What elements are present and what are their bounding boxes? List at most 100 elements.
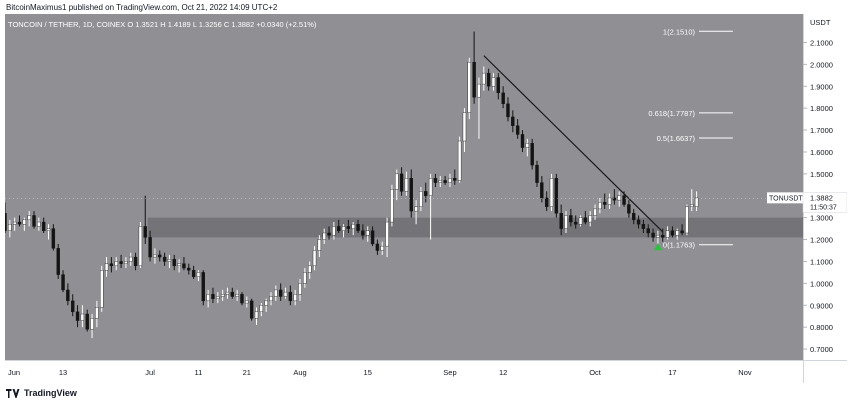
candle[interactable] <box>390 184 394 227</box>
candle[interactable] <box>520 130 525 152</box>
candle[interactable] <box>225 287 230 299</box>
candle[interactable] <box>317 235 322 258</box>
candle[interactable] <box>535 160 539 187</box>
candle[interactable] <box>5 202 7 233</box>
candle[interactable] <box>75 305 80 328</box>
candle[interactable] <box>95 300 99 328</box>
candle[interactable] <box>564 211 568 233</box>
candle[interactable] <box>544 191 549 212</box>
candle[interactable] <box>515 119 520 139</box>
candle[interactable] <box>433 173 438 187</box>
candle[interactable] <box>56 243 60 279</box>
candle[interactable] <box>399 167 404 196</box>
time-axis[interactable] <box>5 360 803 383</box>
candle[interactable] <box>636 215 641 229</box>
candle[interactable] <box>22 217 27 231</box>
candle[interactable] <box>588 211 592 227</box>
candle[interactable] <box>627 200 631 218</box>
candle[interactable] <box>206 289 210 308</box>
candle[interactable] <box>685 204 689 236</box>
candle[interactable] <box>109 257 114 273</box>
candle[interactable] <box>641 219 646 233</box>
candle[interactable] <box>17 215 22 227</box>
candle[interactable] <box>404 171 409 196</box>
candle[interactable] <box>312 246 317 271</box>
candle[interactable] <box>419 187 423 212</box>
candle[interactable] <box>540 176 544 203</box>
plot-area[interactable] <box>5 14 803 360</box>
candle[interactable] <box>477 77 481 139</box>
candle[interactable] <box>457 136 462 183</box>
candle[interactable] <box>501 86 505 109</box>
candle[interactable] <box>554 173 559 218</box>
candle[interactable] <box>341 224 346 238</box>
candle[interactable] <box>680 224 684 236</box>
candle[interactable] <box>41 217 46 233</box>
candlestick-chart[interactable]: 1(2.1510) 0.618(1.7787) 0.5(1.6637) 0(1.176… <box>5 14 847 383</box>
candle[interactable] <box>549 173 554 212</box>
candle[interactable] <box>37 217 41 231</box>
candle[interactable] <box>66 283 70 306</box>
candle[interactable] <box>448 173 452 187</box>
candle[interactable] <box>632 208 636 225</box>
candle[interactable] <box>462 108 467 152</box>
candle[interactable] <box>617 191 621 207</box>
candle[interactable] <box>380 241 384 255</box>
candle[interactable] <box>511 110 515 133</box>
candle[interactable] <box>129 252 133 266</box>
candle[interactable] <box>61 270 65 293</box>
candle[interactable] <box>646 224 650 238</box>
candle[interactable] <box>119 254 123 269</box>
candle[interactable] <box>409 169 413 218</box>
candle[interactable] <box>85 309 89 332</box>
candle[interactable] <box>148 230 152 262</box>
candle[interactable] <box>661 228 665 242</box>
candle[interactable] <box>332 222 336 240</box>
candle[interactable] <box>665 226 670 240</box>
candle[interactable] <box>346 219 351 233</box>
candle[interactable] <box>612 189 617 205</box>
candle[interactable] <box>235 289 239 301</box>
candle[interactable] <box>506 97 510 122</box>
candle[interactable] <box>158 250 162 262</box>
candle[interactable] <box>138 222 143 269</box>
candle[interactable] <box>337 219 341 233</box>
candle[interactable] <box>46 224 51 240</box>
candle[interactable] <box>453 169 457 185</box>
candle[interactable] <box>240 292 244 306</box>
candle[interactable] <box>690 189 694 212</box>
candle[interactable] <box>133 252 138 271</box>
candle[interactable] <box>569 208 573 227</box>
candle[interactable] <box>370 226 375 247</box>
candle[interactable] <box>414 200 418 225</box>
candle[interactable] <box>220 289 225 301</box>
candle[interactable] <box>486 68 491 91</box>
candle[interactable] <box>177 259 181 273</box>
candle[interactable] <box>32 211 36 229</box>
candle[interactable] <box>385 217 389 258</box>
candle[interactable] <box>395 169 399 201</box>
candle[interactable] <box>361 224 365 240</box>
candle[interactable] <box>162 252 167 266</box>
candle[interactable] <box>182 257 186 271</box>
candle[interactable] <box>254 307 259 325</box>
candle[interactable] <box>167 254 172 269</box>
candle[interactable] <box>559 204 563 236</box>
candle[interactable] <box>216 292 220 304</box>
candle[interactable] <box>443 176 447 185</box>
candle[interactable] <box>525 138 530 157</box>
candle[interactable] <box>187 263 191 275</box>
candle[interactable] <box>172 254 176 271</box>
candle[interactable] <box>71 294 75 317</box>
candle[interactable] <box>245 296 249 308</box>
candle[interactable] <box>90 314 94 339</box>
candle[interactable] <box>593 204 597 220</box>
candle[interactable] <box>288 285 293 306</box>
candle[interactable] <box>80 305 85 328</box>
candle[interactable] <box>366 226 370 242</box>
candle[interactable] <box>153 248 157 264</box>
candle[interactable] <box>201 270 205 306</box>
candle[interactable] <box>303 268 307 288</box>
candle[interactable] <box>467 57 471 120</box>
candle[interactable] <box>230 287 235 299</box>
